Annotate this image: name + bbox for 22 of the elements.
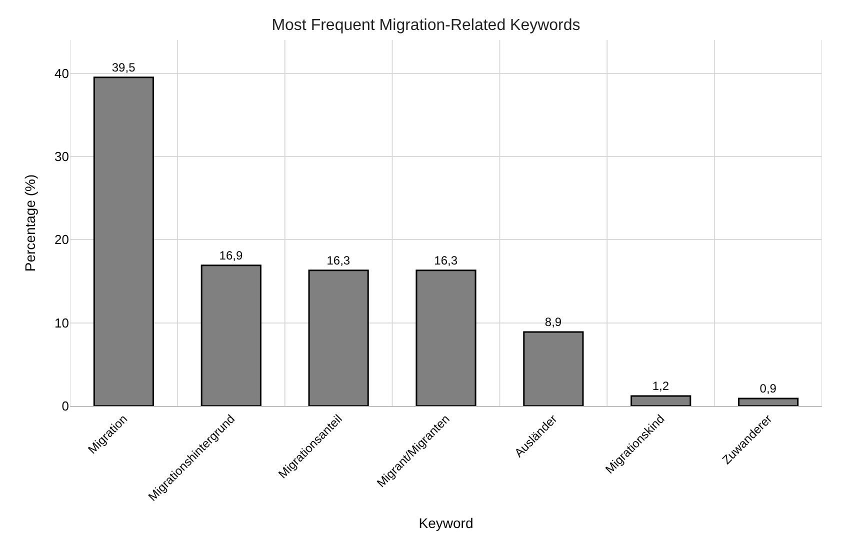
y-tick-label: 40 (54, 66, 69, 81)
data-label: 8,9 (544, 314, 562, 329)
bar (200, 264, 262, 406)
y-axis-title: Percentage (%) (22, 174, 38, 272)
y-tick-label: 30 (54, 149, 69, 164)
y-tick-label: 0 (62, 398, 69, 414)
bar (738, 398, 799, 406)
data-label: 16,9 (219, 248, 243, 262)
chart-title: Most Frequent Migration-Related Keywords (272, 17, 580, 34)
bar (93, 76, 154, 406)
data-label: 1,2 (652, 379, 670, 394)
bar (630, 395, 692, 406)
data-label: 16,3 (326, 253, 350, 268)
y-tick-label: 10 (54, 315, 69, 330)
data-label: 39,5 (112, 60, 136, 74)
bar (308, 270, 369, 406)
bar (523, 331, 584, 406)
data-label: 0,9 (760, 382, 777, 396)
bar (416, 270, 476, 406)
data-label: 16,3 (434, 253, 458, 268)
x-axis-title: Keyword (418, 515, 474, 532)
y-tick-label: 20 (54, 232, 69, 248)
